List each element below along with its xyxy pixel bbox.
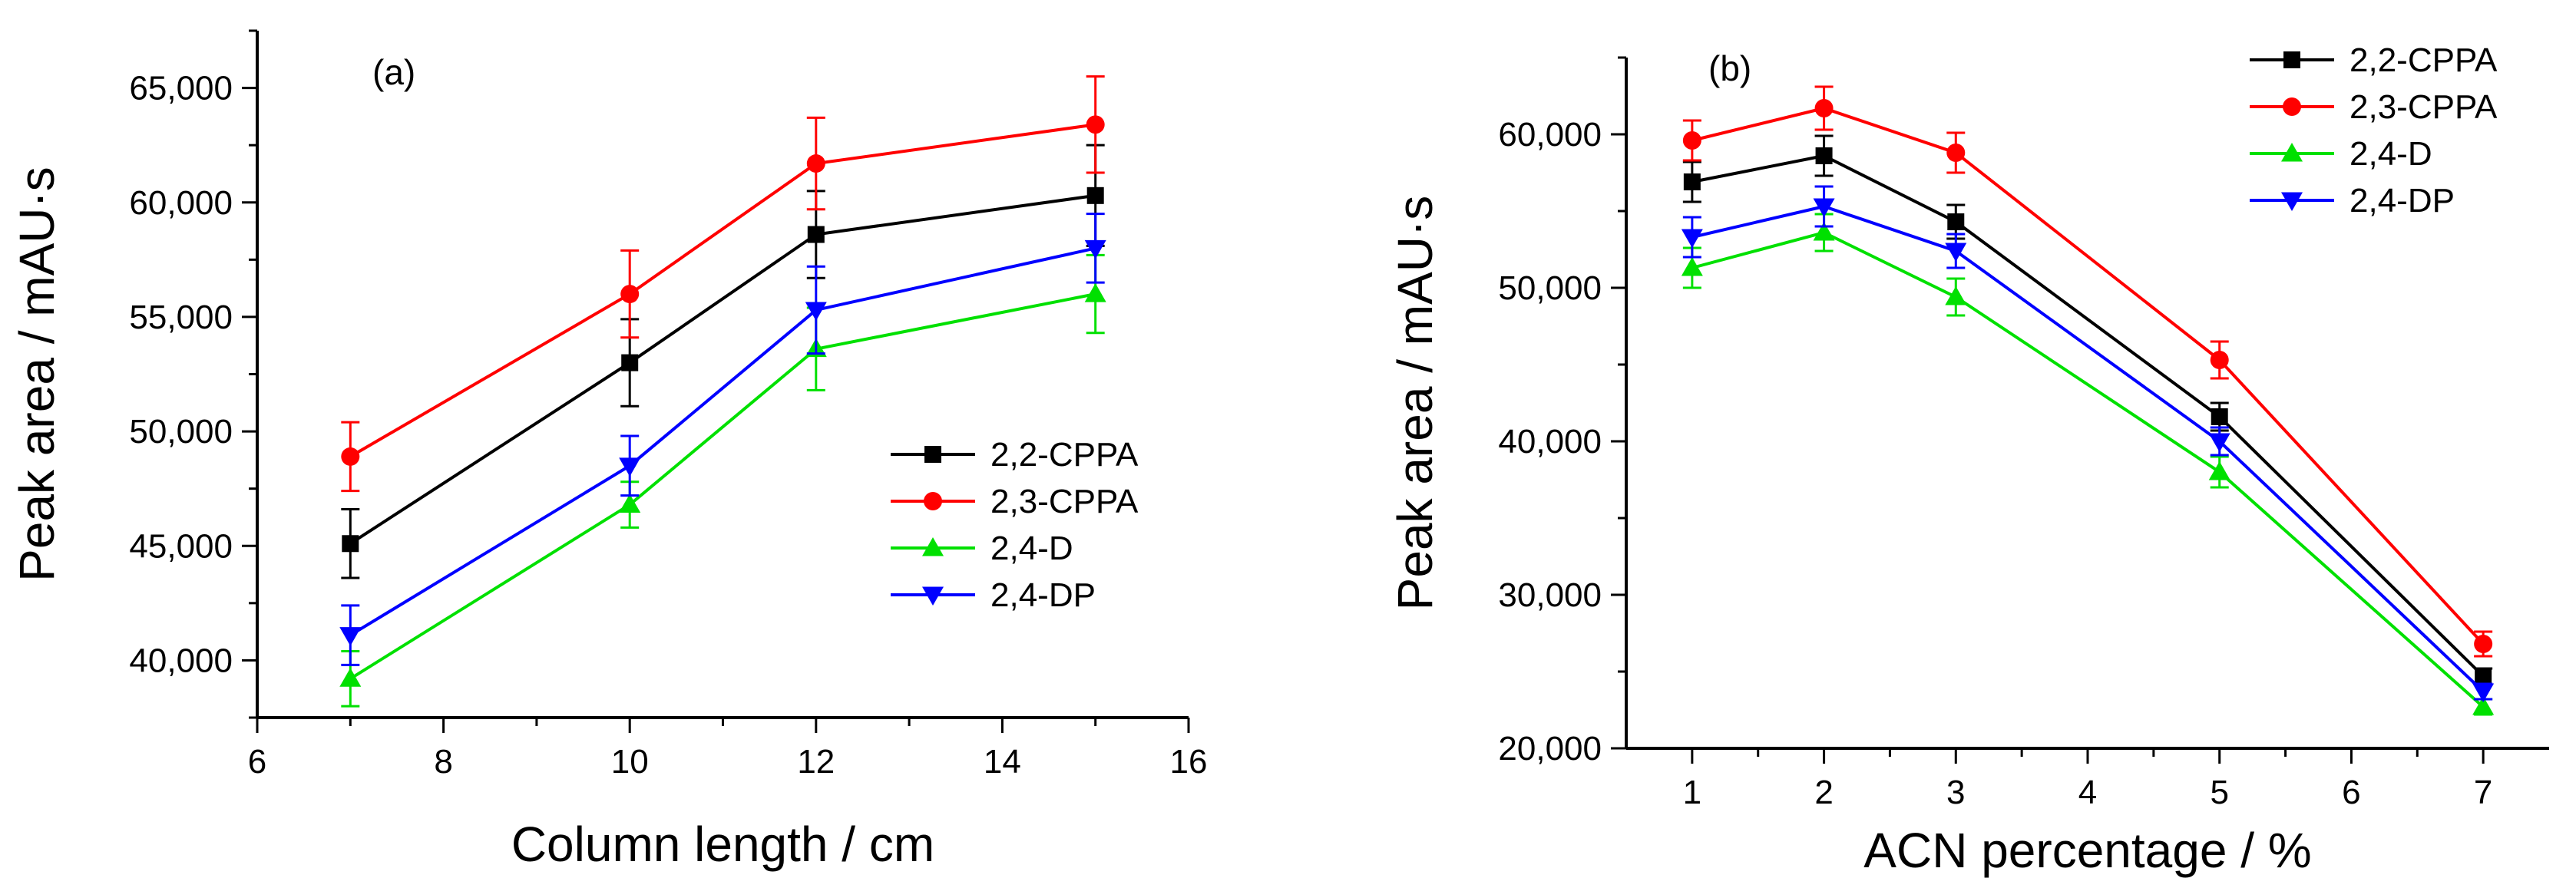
data-point: [2210, 351, 2229, 369]
x-tick-label: 5: [2210, 774, 2228, 811]
series-line: [1691, 204, 2485, 693]
x-tick-label: 6: [248, 743, 266, 781]
legend-marker: [922, 537, 944, 556]
data-point: [2474, 635, 2493, 653]
series-2,3-CPPA: [341, 75, 1105, 493]
x-tick-label: 10: [611, 743, 649, 781]
legend: 2,2-CPPA 2,3-CPPA 2,4-D 2,4-DP: [2250, 41, 2498, 220]
data-point: [2475, 668, 2492, 685]
data-point: [1086, 187, 1104, 204]
legend-marker: [2281, 143, 2303, 162]
data-point: [621, 354, 639, 371]
data-point: [1084, 239, 1106, 259]
x-tick-label: 14: [984, 743, 1021, 781]
legend-marker: [924, 446, 941, 463]
series-line: [1691, 230, 2485, 708]
y-tick-label: 65,000: [129, 70, 233, 107]
data-point: [619, 494, 641, 513]
data-point: [1683, 173, 1701, 190]
panel-label: (a): [372, 52, 415, 92]
x-axis-label: ACN percentage / %: [1863, 823, 2311, 878]
y-axis-label: Peak area / mAU·s: [1387, 196, 1443, 611]
legend-entry: 2,4-D: [2349, 135, 2432, 173]
data-point: [342, 535, 359, 553]
y-tick-label: 60,000: [129, 184, 233, 222]
x-tick-label: 2: [1814, 774, 1833, 811]
series-2,3-CPPA: [1682, 85, 2493, 658]
data-point: [1945, 286, 1967, 305]
series-line: [349, 246, 1096, 637]
series-2,4-DP: [339, 213, 1106, 666]
legend-entry: 2,3-CPPA: [990, 483, 1139, 520]
data-point: [1681, 229, 1703, 248]
data-point: [1813, 222, 1835, 241]
x-tick-label: 16: [1170, 743, 1208, 781]
series-2,4-D: [339, 253, 1106, 708]
y-tick-label: 60,000: [1498, 116, 1602, 154]
data-point: [2211, 408, 2228, 425]
legend-entry: 2,2-CPPA: [2349, 41, 2498, 79]
y-tick-label: 30,000: [1498, 576, 1602, 614]
series-line: [1691, 154, 2485, 678]
data-point: [1815, 147, 1833, 164]
series-line: [349, 193, 1096, 545]
legend-entry: 2,2-CPPA: [990, 436, 1139, 474]
y-tick-label: 40,000: [129, 642, 233, 679]
data-point: [1945, 243, 1967, 262]
legend-marker: [2283, 97, 2301, 116]
data-point: [1086, 115, 1105, 134]
legend-marker: [924, 492, 942, 510]
x-tick-label: 1: [1683, 774, 1701, 811]
data-point: [1813, 198, 1835, 217]
y-tick-label: 45,000: [129, 527, 233, 565]
data-point: [1084, 283, 1106, 302]
data-point: [1681, 257, 1703, 276]
legend-entry: 2,3-CPPA: [2349, 88, 2498, 126]
legend-marker: [2283, 51, 2300, 68]
data-point: [1814, 99, 1834, 117]
chart-panel-a: 6 8 10 12 14 16 40,000 45,000 50,000 55,000 60,000…: [9, 29, 1208, 872]
panel-label: (b): [1708, 48, 1751, 88]
data-point: [805, 302, 827, 321]
y-tick-label: 20,000: [1498, 730, 1602, 768]
data-point: [2208, 433, 2230, 452]
legend-entry: 2,4-DP: [2349, 182, 2455, 220]
y-tick-label: 55,000: [129, 299, 233, 336]
x-tick-label: 3: [1946, 774, 1965, 811]
data-point: [619, 457, 641, 477]
x-tick-label: 8: [434, 743, 452, 781]
data-point: [339, 668, 362, 687]
chart-panel-b: 1 2 3 4 5 6 7 20,000 30,000 40,000 50,000 60,000 ACN…: [1387, 41, 2549, 878]
series-line: [349, 292, 1096, 680]
legend-marker: [922, 586, 944, 606]
x-tick-label: 12: [797, 743, 835, 781]
legend: 2,2-CPPA 2,3-CPPA 2,4-D 2,4-DP: [891, 436, 1139, 614]
data-point: [806, 154, 825, 173]
data-point: [2208, 461, 2230, 480]
x-axis-label: Column length / cm: [511, 817, 934, 872]
data-point: [2472, 696, 2495, 715]
legend-marker: [2281, 192, 2303, 211]
data-point: [620, 285, 640, 304]
series-2,4-D: [1681, 213, 2495, 716]
y-axis-label: Peak area / mAU·s: [9, 167, 64, 582]
x-tick-label: 4: [2078, 774, 2097, 811]
x-tick-label: 7: [2474, 774, 2492, 811]
data-point: [1946, 144, 1966, 162]
data-point: [339, 627, 362, 646]
data-point: [1682, 131, 1701, 150]
data-point: [2472, 683, 2495, 702]
series-2,4-DP: [1681, 185, 2495, 702]
data-point: [807, 226, 825, 243]
y-tick-label: 40,000: [1498, 423, 1602, 461]
data-point: [1947, 213, 1965, 230]
data-point: [341, 447, 360, 466]
x-tick-label: 6: [2342, 774, 2360, 811]
y-tick-label: 50,000: [1498, 269, 1602, 307]
legend-entry: 2,4-DP: [990, 576, 1096, 614]
y-tick-label: 50,000: [129, 413, 233, 451]
legend-entry: 2,4-D: [990, 530, 1073, 567]
series-line: [349, 123, 1096, 458]
